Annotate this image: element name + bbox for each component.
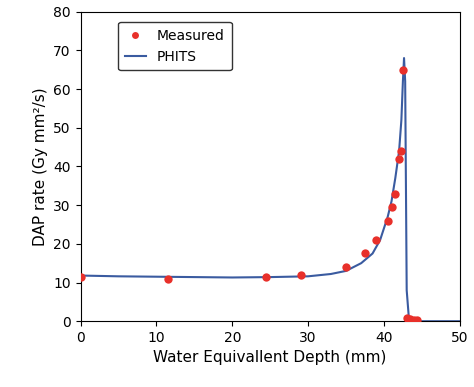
Point [392, 190, 399, 197]
Point [407, 316, 414, 322]
Y-axis label: DAP rate (Gy mm²/s): DAP rate (Gy mm²/s) [33, 87, 48, 246]
Point [398, 148, 405, 154]
Point [297, 272, 304, 278]
Point [373, 237, 380, 243]
Point [403, 315, 410, 321]
Point [388, 204, 395, 210]
Point [384, 217, 392, 224]
Point [361, 250, 369, 257]
Point [164, 276, 172, 283]
Point [413, 317, 420, 324]
Point [78, 274, 85, 280]
Point [395, 156, 403, 162]
Legend: Measured, PHITS: Measured, PHITS [118, 22, 232, 70]
Point [342, 264, 350, 270]
X-axis label: Water Equivallent Depth (mm): Water Equivallent Depth (mm) [154, 351, 387, 365]
Point [399, 67, 407, 73]
Point [263, 274, 270, 280]
Point [410, 317, 418, 323]
